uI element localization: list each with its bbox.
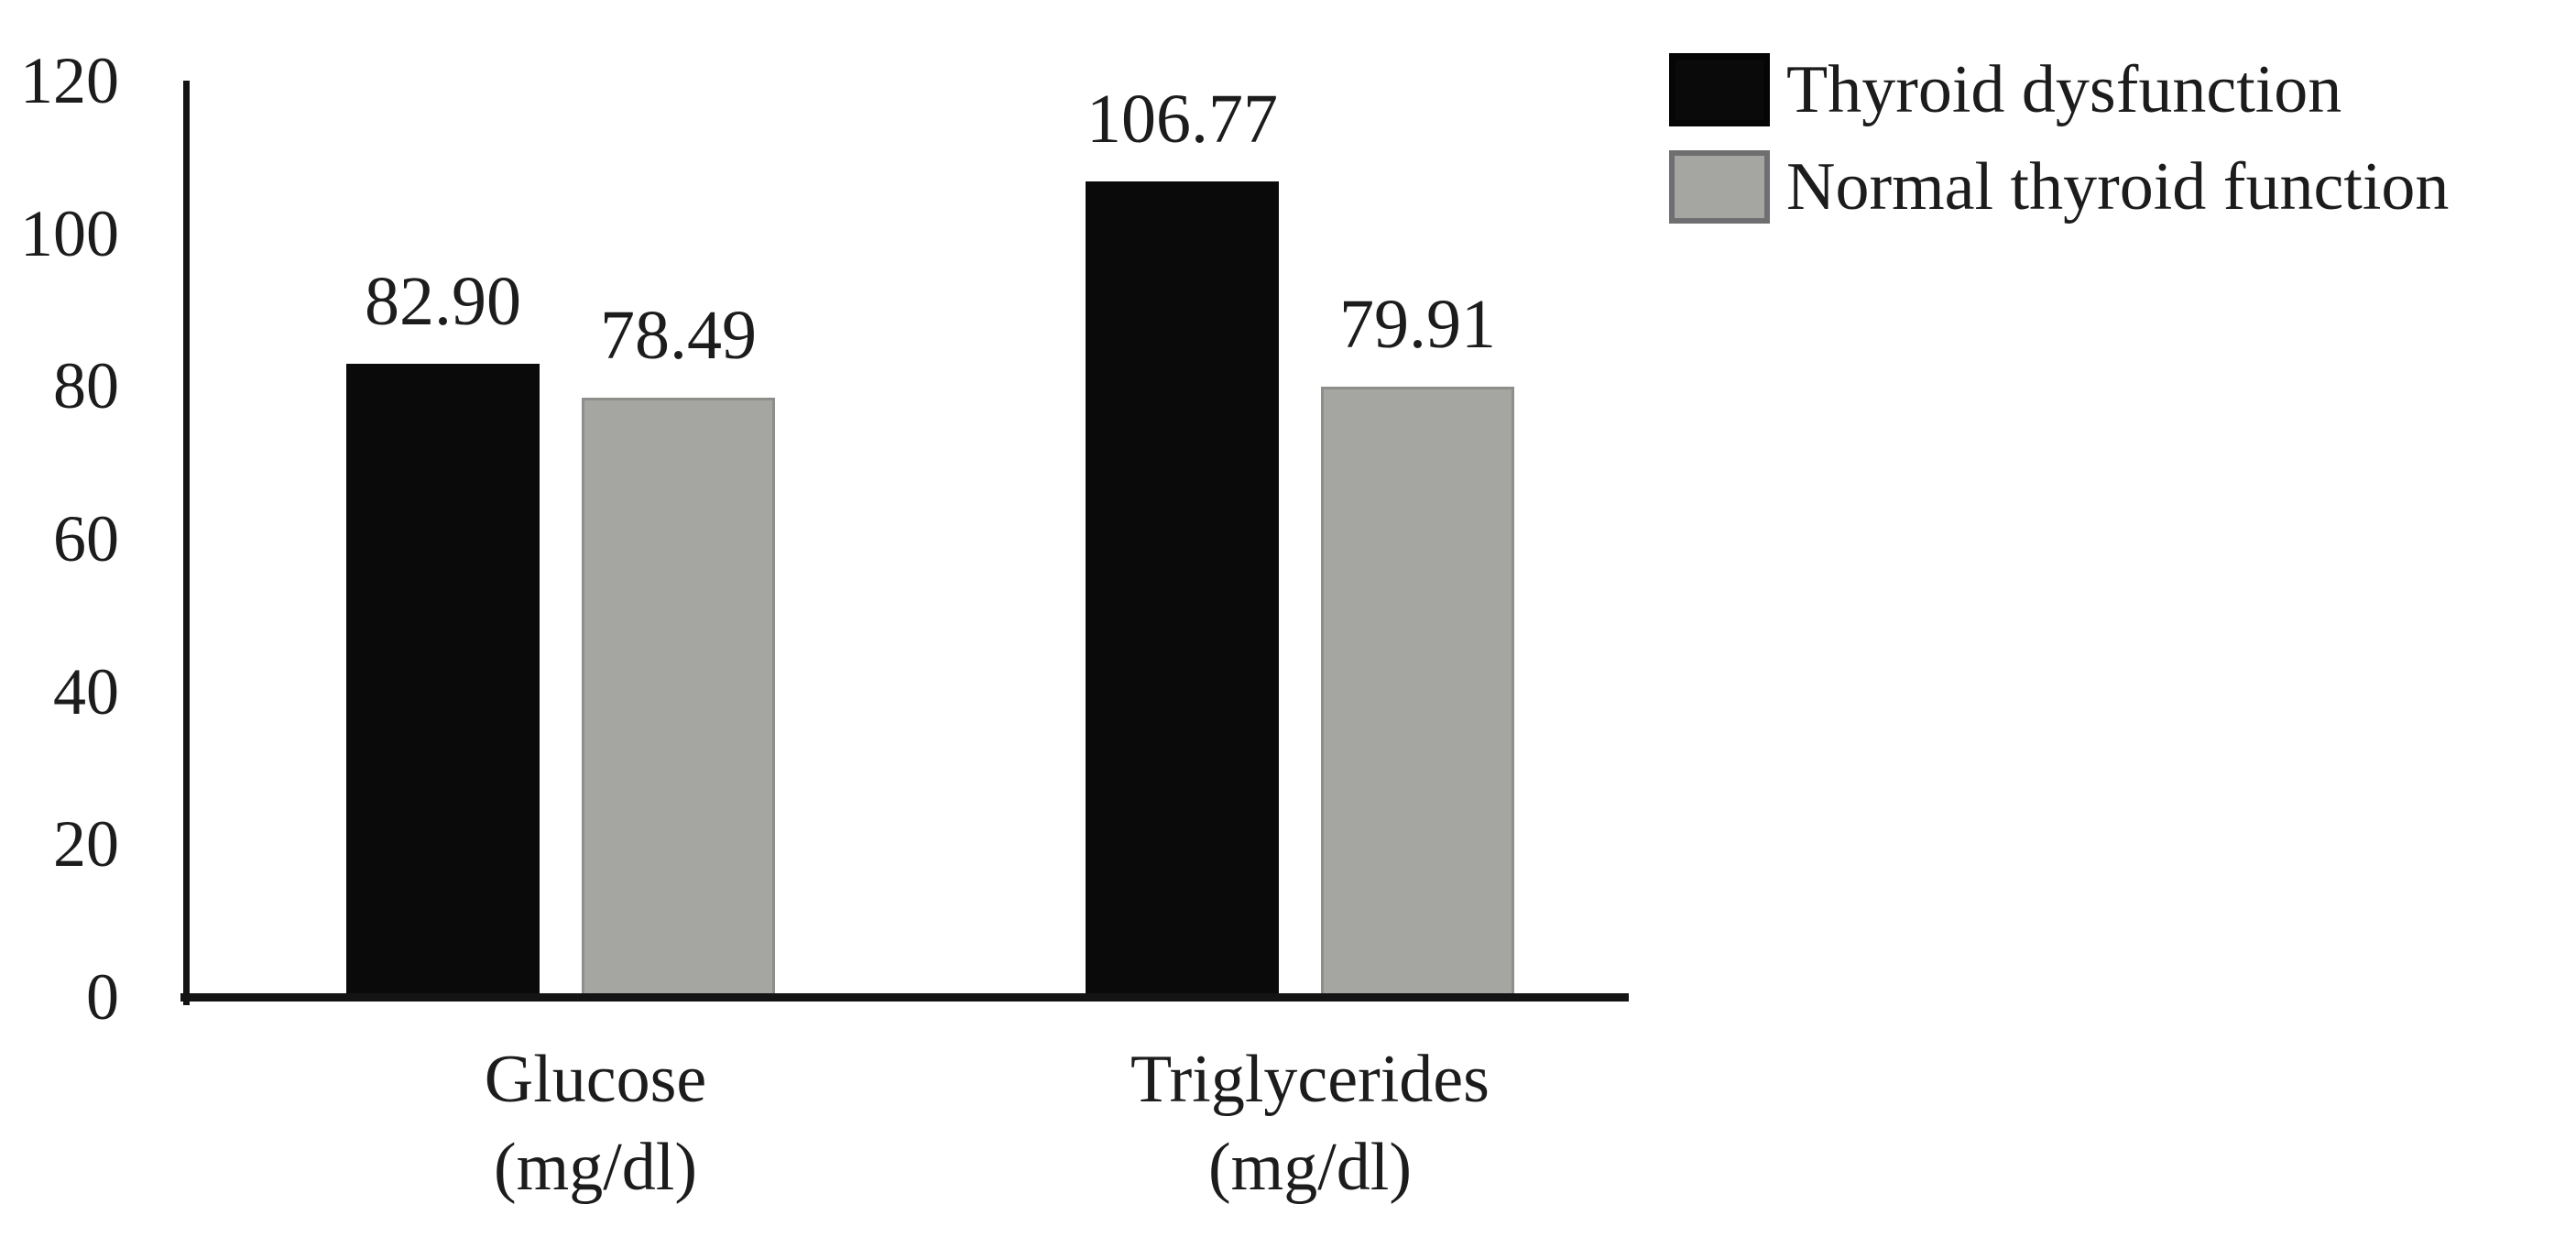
y-tick-label-40: 40 [53, 654, 119, 728]
legend-item-normal-thyroid-function: Normal thyroid function [1669, 150, 2449, 224]
y-tick-label-20: 20 [53, 807, 119, 881]
y-axis-line [183, 81, 190, 1005]
x-category-name-glucose: Glucose [484, 1042, 707, 1117]
bar-value-label-normal-thyroid-function-glucose: 78.49 [600, 296, 757, 374]
x-category-unit-triglycerides: (mg/dl) [1208, 1130, 1412, 1206]
bar-value-label-normal-thyroid-function-triglycerides: 79.91 [1339, 286, 1496, 364]
legend-swatch-normal-thyroid-function [1669, 150, 1770, 224]
legend-item-thyroid-dysfunction: Thyroid dysfunction [1669, 53, 2449, 126]
legend-label-normal-thyroid-function: Normal thyroid function [1786, 149, 2450, 224]
bar-normal-thyroid-function-glucose [582, 397, 775, 997]
y-tick-label-120: 120 [20, 44, 119, 117]
y-tick-label-80: 80 [53, 349, 119, 423]
bar-thyroid-dysfunction-triglycerides [1086, 181, 1279, 997]
x-axis-line [180, 993, 1629, 1002]
y-tick-label-0: 0 [86, 960, 119, 1034]
x-category-unit-glucose: (mg/dl) [494, 1130, 697, 1206]
bar-value-label-thyroid-dysfunction-triglycerides: 106.77 [1086, 81, 1278, 159]
legend-label-thyroid-dysfunction: Thyroid dysfunction [1786, 52, 2342, 127]
legend: Thyroid dysfunction Normal thyroid funct… [1669, 53, 2449, 224]
y-tick-label-100: 100 [20, 196, 119, 270]
x-category-label-triglycerides: Triglycerides (mg/dl) [1130, 1035, 1490, 1211]
bar-thyroid-dysfunction-glucose [346, 364, 540, 997]
x-category-label-glucose: Glucose (mg/dl) [485, 1035, 707, 1211]
bar-value-label-thyroid-dysfunction-glucose: 82.90 [365, 263, 521, 341]
bar-normal-thyroid-function-triglycerides [1321, 387, 1514, 997]
legend-swatch-thyroid-dysfunction [1669, 53, 1770, 126]
x-category-name-triglycerides: Triglycerides [1130, 1042, 1490, 1117]
y-tick-label-60: 60 [53, 502, 119, 575]
